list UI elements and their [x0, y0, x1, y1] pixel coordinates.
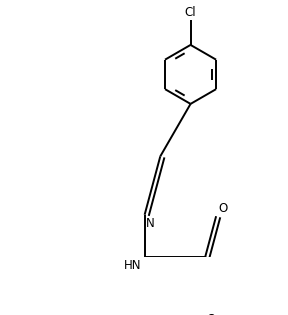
- Text: N: N: [146, 217, 155, 230]
- Text: O: O: [218, 202, 228, 215]
- Text: Cl: Cl: [185, 6, 196, 19]
- Text: O: O: [207, 313, 216, 315]
- Text: HN: HN: [124, 259, 141, 272]
